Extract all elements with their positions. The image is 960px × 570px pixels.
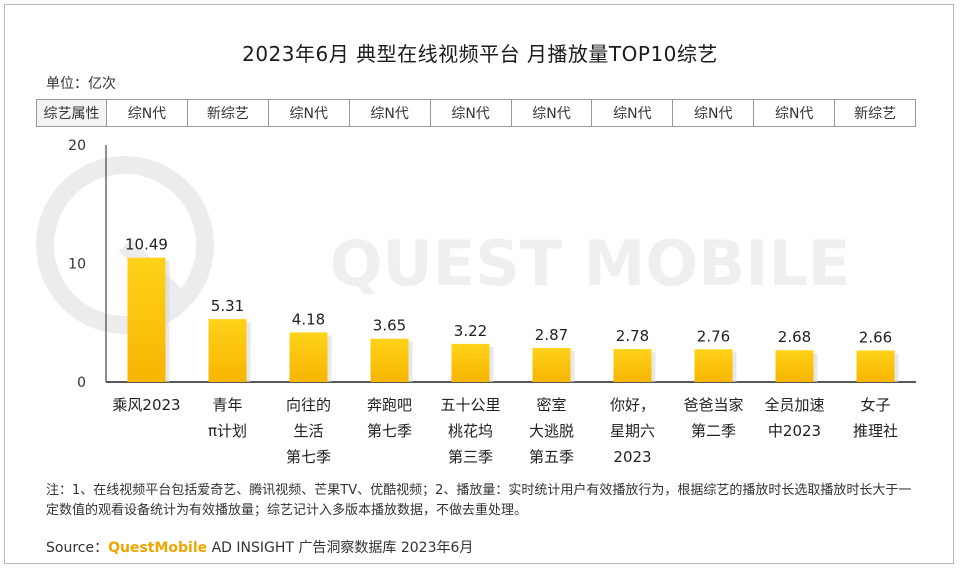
category-label: 生活 <box>293 422 323 440</box>
category-label: 大逃脱 <box>529 422 574 440</box>
category-label: 桃花坞 <box>448 422 493 440</box>
category-label: 女子 <box>860 396 890 414</box>
category-label: 2023 <box>613 448 651 466</box>
bar <box>289 332 328 382</box>
data-label: 2.68 <box>778 328 811 346</box>
bar <box>127 257 166 382</box>
category-label: 乘风2023 <box>112 396 180 414</box>
category-label: 星期六 <box>610 422 655 440</box>
category-label: 爸爸当家 <box>683 396 743 414</box>
category-label: 全员加速 <box>764 396 824 414</box>
attribute-table: 综艺属性 综N代 新综艺 综N代 综N代 综N代 综N代 综N代 综N代 综N代… <box>36 99 916 127</box>
data-label: 2.66 <box>859 328 892 346</box>
attribute-cell: 新综艺 <box>854 106 897 122</box>
bar-chart: QUEST MOBILE 0 10 20 10.49 乘风2023 5.31 青年 π计划 4… <box>36 138 916 466</box>
category-label: 推理社 <box>853 422 898 440</box>
attribute-cell: 综N代 <box>673 100 755 126</box>
data-label: 5.31 <box>211 297 244 315</box>
category-label: 奔跑吧 <box>367 396 412 414</box>
bar <box>532 347 571 382</box>
category-label: 第三季 <box>448 448 493 466</box>
bars: 10.49乘风20235.31青年π计划4.18向往的生活第七季3.65奔跑吧第… <box>112 236 899 466</box>
chart-title: 2023年6月 典型在线视频平台 月播放量TOP10综艺 <box>242 42 718 66</box>
category-label: 第七季 <box>286 448 331 466</box>
data-label: 2.76 <box>697 327 730 345</box>
data-label: 3.65 <box>373 317 406 335</box>
data-label: 4.18 <box>292 310 325 328</box>
category-label: 密室 <box>536 396 566 414</box>
data-label: 3.22 <box>454 322 487 340</box>
watermark-text: QUEST MOBILE <box>330 227 851 300</box>
bar <box>613 349 652 382</box>
unit-label: 单位：亿次 <box>46 76 116 92</box>
category-label: 向往的 <box>286 396 331 414</box>
attribute-cell: 综N代 <box>512 100 593 126</box>
attribute-cell: 综N代 <box>754 100 836 126</box>
bar <box>856 350 895 382</box>
bar <box>370 338 409 382</box>
source-rest: AD INSIGHT 广告洞察数据库 2023年6月 <box>207 540 474 556</box>
y-tick-label: 0 <box>77 375 86 391</box>
attribute-header: 综艺属性 <box>37 100 107 126</box>
chart-frame <box>4 4 954 564</box>
bar <box>208 319 247 382</box>
source-line: Source：QuestMobile AD INSIGHT 广告洞察数据库 20… <box>46 537 473 557</box>
category-label: 第二季 <box>691 422 736 440</box>
category-label: 第七季 <box>367 422 412 440</box>
attribute-cell: 新综艺 <box>188 100 269 126</box>
bar <box>694 349 733 382</box>
attribute-cell: 综N代 <box>269 100 350 126</box>
data-label: 2.87 <box>535 326 568 344</box>
attribute-cell: 综N代 <box>431 100 512 126</box>
category-label: 第五季 <box>529 448 574 466</box>
footnote: 注：1、在线视频平台包括爱奇艺、腾讯视频、芒果TV、优酷视频；2、播放量：实时统… <box>46 483 912 518</box>
attribute-cell: 综N代 <box>350 100 431 126</box>
source-prefix: Source： <box>46 540 109 556</box>
bar <box>451 343 490 382</box>
category-label: π计划 <box>208 422 247 440</box>
source-brand: QuestMobile <box>108 540 208 556</box>
y-tick-label: 20 <box>68 138 86 154</box>
category-label: 中2023 <box>768 422 821 440</box>
attribute-cell: 综N代 <box>107 100 188 126</box>
category-label: 五十公里 <box>440 396 500 414</box>
y-tick-label: 10 <box>68 257 86 273</box>
data-label: 2.78 <box>616 327 649 345</box>
data-label: 10.49 <box>125 236 168 254</box>
category-label: 青年 <box>212 396 242 414</box>
category-label: 你好， <box>610 396 655 414</box>
attribute-cell: 综N代 <box>592 100 674 126</box>
bar <box>775 350 814 382</box>
